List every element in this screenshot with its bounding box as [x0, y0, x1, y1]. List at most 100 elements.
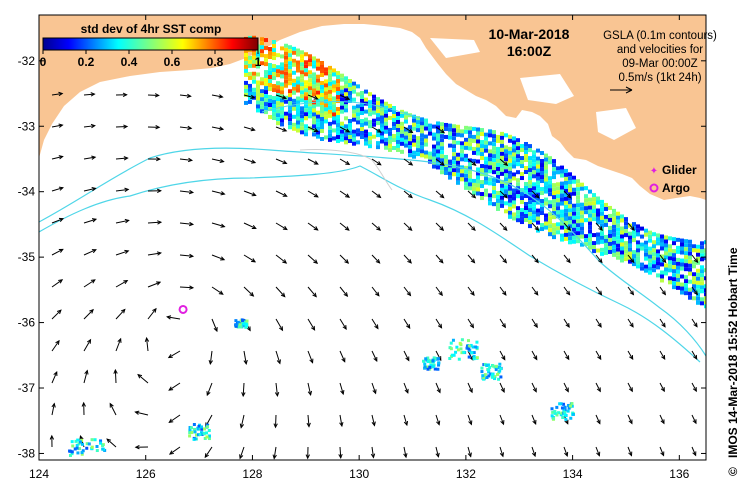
velocity-arrow — [106, 438, 117, 448]
velocity-arrow — [115, 219, 129, 224]
velocity-arrow-head — [436, 388, 441, 394]
velocity-arrow — [204, 446, 213, 458]
velocity-arrow-head — [628, 387, 633, 393]
velocity-arrow — [627, 254, 635, 263]
velocity-arrow-head — [168, 386, 174, 391]
velocity-arrow-head — [208, 359, 213, 366]
velocity-arrow-head — [186, 93, 192, 99]
velocity-arrow — [243, 126, 255, 131]
legend-title: std dev of 4hr SST comp — [81, 22, 222, 36]
velocity-arrow — [51, 340, 60, 352]
velocity-arrow — [211, 190, 225, 195]
velocity-arrow — [627, 286, 634, 295]
velocity-arrow-head — [137, 373, 143, 379]
velocity-arrow-head — [241, 392, 246, 398]
velocity-arrow — [179, 158, 192, 161]
velocity-arrow — [179, 94, 191, 97]
velocity-arrow — [467, 254, 475, 263]
velocity-arrow — [51, 279, 63, 288]
velocity-arrow-head — [340, 389, 345, 396]
velocity-arrow-head — [403, 453, 408, 459]
velocity-arrow-head — [124, 249, 130, 255]
velocity-arrow — [146, 338, 149, 352]
velocity-arrow-head — [282, 192, 288, 197]
velocity-arrow-head — [408, 128, 414, 134]
velocity-arrow-head — [220, 191, 226, 196]
time-line2: 16:00Z — [507, 43, 552, 59]
velocity-arrow — [307, 286, 317, 298]
gsla-contour — [261, 101, 421, 119]
velocity-arrow-head — [470, 291, 475, 297]
velocity-arrow-head — [502, 258, 508, 264]
velocity-arrow — [83, 156, 96, 160]
velocity-arrow-head — [305, 454, 310, 460]
velocity-arrow — [339, 286, 348, 297]
velocity-arrow — [563, 222, 571, 231]
velocity-arrow — [209, 350, 213, 364]
plot-frame — [38, 14, 707, 461]
velocity-arrow — [595, 382, 601, 392]
velocity-arrow-head — [313, 160, 319, 165]
velocity-arrow — [339, 94, 350, 100]
velocity-arrow-head — [564, 387, 569, 393]
velocity-arrow-head — [439, 193, 445, 199]
velocity-arrow-head — [58, 217, 65, 222]
velocity-arrow-head — [693, 258, 699, 264]
velocity-arrow — [307, 158, 319, 165]
velocity-arrow — [83, 279, 96, 288]
velocity-arrow — [115, 157, 128, 160]
velocity-arrow-head — [403, 421, 409, 427]
velocity-arrow — [167, 316, 181, 320]
velocity-arrow — [595, 254, 603, 263]
velocity-arrow-head — [531, 452, 537, 458]
velocity-arrow-head — [58, 123, 64, 128]
velocity-arrow — [211, 254, 225, 261]
velocity-arrow-head — [246, 326, 251, 332]
velocity-arrow-head — [370, 453, 376, 459]
velocity-arrow-head — [113, 368, 118, 374]
velocity-arrow-head — [156, 281, 162, 286]
velocity-arrow-head — [251, 258, 257, 263]
velocity-arrow-head — [58, 155, 64, 160]
velocity-arrow — [114, 369, 117, 384]
velocity-arrow — [435, 222, 444, 231]
velocity-arrow — [339, 318, 347, 330]
velocity-arrow — [467, 190, 476, 199]
velocity-arrow — [179, 126, 192, 129]
velocity-arrow-head — [243, 359, 248, 365]
velocity-arrow-head — [89, 308, 94, 314]
velocity-arrow-head — [661, 258, 667, 264]
velocity-arrow — [659, 382, 665, 392]
velocity-arrow — [371, 190, 381, 198]
velocity-arrow-head — [251, 192, 257, 197]
velocity-arrow — [499, 382, 505, 393]
velocity-arrow — [179, 286, 194, 289]
argo-label: Argo — [662, 181, 690, 195]
velocity-arrow-head — [155, 125, 161, 130]
argo-legend: Argo — [649, 181, 690, 195]
velocity-arrow-head — [312, 292, 317, 298]
velocity-arrow — [435, 190, 444, 199]
velocity-arrow-head — [58, 91, 64, 97]
velocity-arrow-head — [375, 291, 380, 297]
velocity-arrow-head — [90, 279, 96, 284]
colorbar-legend: std dev of 4hr SST comp 0 0.2 0.4 0.6 0.8 1 — [40, 22, 262, 69]
velocity-arrow-head — [598, 258, 603, 264]
velocity-arrow-head — [534, 258, 539, 264]
x-tick-label: 136 — [669, 467, 689, 481]
velocity-arrow — [659, 318, 666, 328]
velocity-arrow-head — [534, 193, 540, 199]
velocity-arrow-head — [123, 124, 129, 129]
velocity-arrow-head — [342, 325, 347, 331]
velocity-arrow — [147, 281, 161, 288]
velocity-arrow — [403, 414, 408, 426]
velocity-arrow-head — [345, 160, 351, 166]
velocity-arrow — [339, 158, 350, 165]
velocity-arrow — [627, 318, 634, 328]
velocity-arrow — [307, 126, 318, 132]
velocity-arrow-head — [282, 127, 288, 132]
velocity-arrow — [499, 158, 508, 166]
velocity-arrow-head — [692, 387, 697, 393]
velocity-arrow — [403, 254, 412, 264]
